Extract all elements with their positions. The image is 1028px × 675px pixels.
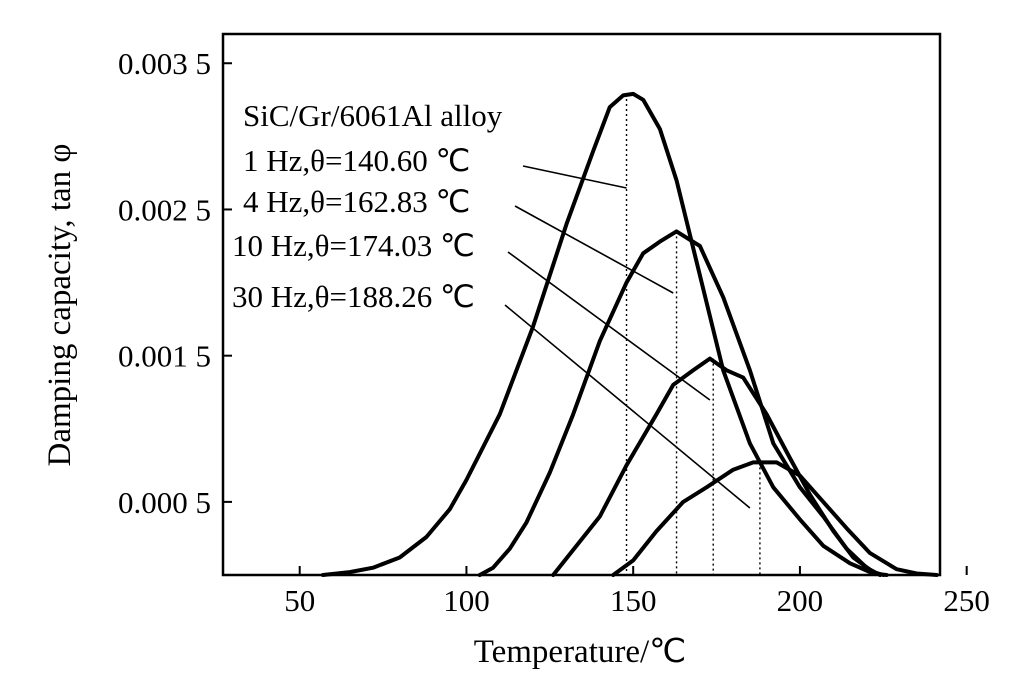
x-tick-label: 50 — [284, 583, 315, 618]
x-tick-label: 250 — [943, 583, 990, 618]
leader-line-1 — [522, 165, 627, 189]
axis-ticks: 50 100 150 200 250 0.000 5 0.001 5 0.002 5 0.003… — [118, 46, 990, 618]
y-tick-label: 0.002 5 — [118, 192, 211, 227]
series-label-4: 30 Hz,θ=188.26 ℃ — [232, 279, 475, 314]
x-tick-label: 200 — [777, 583, 824, 618]
leader-line-2 — [514, 205, 674, 294]
series-curves — [321, 91, 939, 577]
series-line-1 — [321, 91, 889, 577]
x-tick-label: 150 — [610, 583, 657, 618]
series-line-2 — [477, 229, 882, 577]
y-tick-label: 0.000 5 — [118, 485, 211, 520]
y-tick-label: 0.001 5 — [118, 339, 211, 374]
annotation-title: SiC/Gr/6061Al alloy — [243, 98, 503, 133]
annotations: SiC/Gr/6061Al alloy 1 Hz,θ=140.60 ℃ 4 Hz,… — [232, 98, 503, 314]
series-label-2: 4 Hz,θ=162.83 ℃ — [243, 184, 470, 219]
peak-dotted-lines — [625, 93, 761, 575]
y-tick-label: 0.003 5 — [118, 46, 211, 81]
y-axis-label: Damping capacity, tan φ — [42, 144, 78, 467]
leader-line-4 — [504, 304, 751, 509]
leader-line-3 — [507, 251, 711, 401]
series-label-3: 10 Hz,θ=174.03 ℃ — [232, 228, 475, 263]
x-axis-label: Temperature/℃ — [474, 634, 687, 670]
series-line-3 — [551, 356, 886, 577]
annotation-leaders — [504, 165, 751, 509]
series-line-4 — [611, 460, 939, 577]
plot-frame — [221, 32, 942, 577]
series-label-1: 1 Hz,θ=140.60 ℃ — [243, 143, 470, 178]
x-tick-label: 100 — [443, 583, 490, 618]
